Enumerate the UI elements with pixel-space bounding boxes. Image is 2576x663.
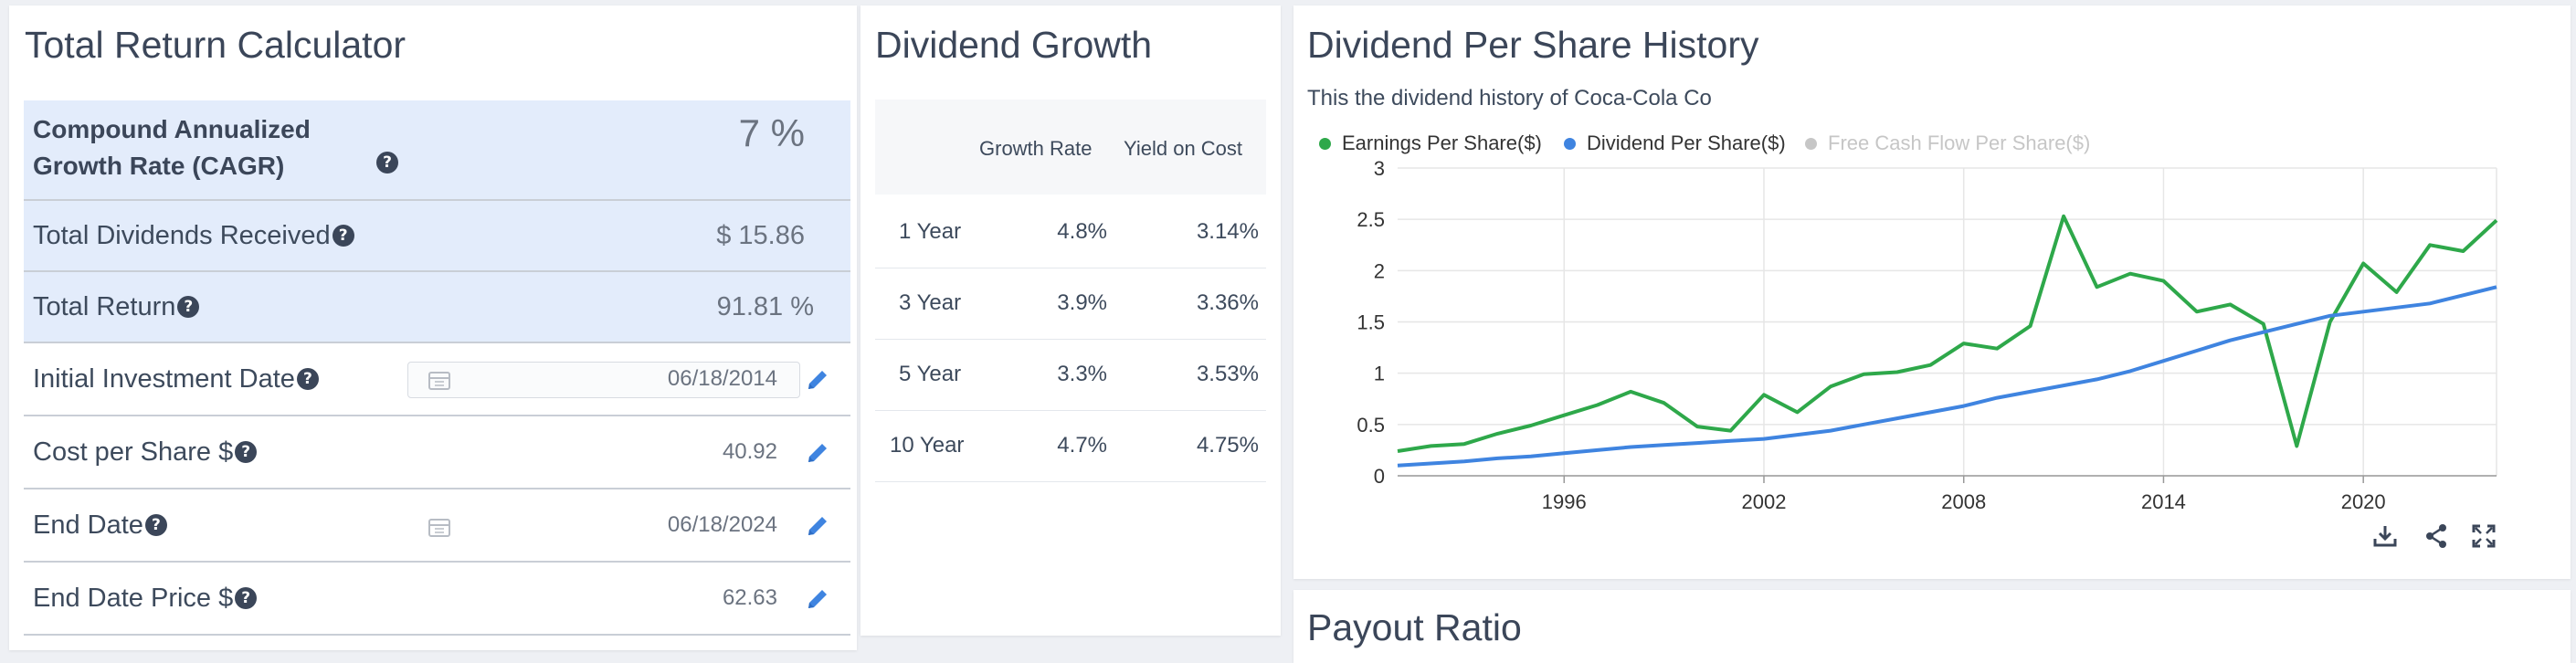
calculator-title: Total Return Calculator [25,24,406,66]
end-price-help-icon[interactable]: ? [235,587,258,609]
initial-date-input[interactable] [407,362,800,398]
legend-item-fcf[interactable]: Free Cash Flow Per Share($) [1805,132,2090,155]
dividend-history-panel: Dividend Per Share History This the divi… [1293,5,2571,579]
x-tick-label: 2008 [1941,490,1986,513]
rate-cell: 4.7% [1057,433,1107,458]
table-row: 1 Year 4.8% 3.14% [875,197,1266,268]
total-return-help-icon[interactable]: ? [177,296,200,318]
cagr-label: Compound Annualized Growth Rate (CAGR) [33,115,311,180]
dividend-growth-panel: Dividend Growth Growth Rate Yield on Cos… [860,5,1281,636]
legend-label: Earnings Per Share($) [1342,132,1542,154]
rate-cell: 3.3% [1057,362,1107,386]
initial-date-help-icon[interactable]: ? [296,368,319,390]
cost-per-share-value[interactable]: 40.92 [722,439,777,464]
y-tick-label: 1.5 [1357,311,1385,334]
period-cell: 1 Year [899,219,962,244]
edit-cost-pencil-icon[interactable] [805,440,830,466]
y-tick-label: 2.5 [1357,208,1385,231]
end-date-price-row: End Date Price $? 62.63 [24,563,850,636]
cost-per-share-label: Cost per Share $? [33,437,258,468]
edit-initial-date-pencil-icon[interactable] [805,367,830,393]
yield-cell: 3.36% [1196,290,1259,315]
table-row: 10 Year 4.7% 4.75% [875,411,1266,482]
legend-label: Dividend Per Share($) [1587,132,1786,154]
legend-dot [1319,137,1331,150]
legend-dot [1564,137,1576,150]
cost-per-share-row: Cost per Share $? 40.92 [24,416,850,489]
initial-date-value: 06/18/2014 [667,366,777,391]
cagr-help-icon[interactable]: ? [376,152,398,174]
legend-item-eps[interactable]: Earnings Per Share($) [1319,132,1542,155]
edit-end-price-pencil-icon[interactable] [805,586,830,612]
history-subtitle: This the dividend history of Coca-Cola C… [1307,86,1712,110]
calendar-icon[interactable] [428,370,450,390]
yield-cell: 3.14% [1196,219,1259,244]
end-date-value[interactable]: 06/18/2024 [667,512,777,537]
dividends-help-icon[interactable]: ? [332,225,354,247]
dividends-received-row: Total Dividends Received? $ 15.86 [24,201,850,272]
end-price-label: End Date Price $? [33,584,258,614]
y-tick-label: 3 [1374,157,1385,180]
end-date-help-icon[interactable]: ? [144,514,167,536]
cagr-row: Compound Annualized Growth Rate (CAGR) ?… [24,100,850,201]
x-tick-label: 2002 [1742,490,1787,513]
end-price-value[interactable]: 62.63 [722,585,777,610]
rate-cell: 3.9% [1057,290,1107,315]
x-tick-label: 2014 [2141,490,2186,513]
initial-date-label: Initial Investment Date? [33,364,319,395]
cost-help-icon[interactable]: ? [235,441,258,463]
total-return-calculator-panel: Total Return Calculator Compound Annuali… [9,5,857,650]
dividends-received-value: $ 15.86 [716,220,805,250]
edit-end-date-pencil-icon[interactable] [805,513,830,539]
x-tick-label: 1996 [1542,490,1587,513]
y-tick-label: 0.5 [1357,414,1385,437]
initial-investment-date-row: Initial Investment Date? 06/18/2014 [24,343,850,416]
y-tick-label: 2 [1374,259,1385,282]
calendar-icon[interactable] [428,517,450,537]
period-cell: 3 Year [899,290,962,315]
growth-title: Dividend Growth [875,24,1153,66]
legend-dot [1805,137,1817,150]
dividend-history-chart: 0 0.5 1 1.5 2 2.5 3 1996 2002 2008 2014 2020 [1357,157,2498,513]
period-cell: 10 Year [890,433,965,458]
period-cell: 5 Year [899,362,962,386]
legend-label: Free Cash Flow Per Share($) [1828,132,2091,154]
x-tick-label: 2020 [2341,490,2386,513]
table-row: 5 Year 3.3% 3.53% [875,340,1266,411]
table-row: 3 Year 3.9% 3.36% [875,268,1266,340]
payout-ratio-panel: Payout Ratio [1293,590,2571,663]
history-title: Dividend Per Share History [1307,24,1759,66]
share-icon[interactable] [2423,522,2450,550]
dividend-series-line [1397,285,2497,468]
total-return-value: 91.81 % [716,291,814,321]
growth-rate-header: Growth Rate [979,137,1093,160]
yield-on-cost-header: Yield on Cost [1124,137,1243,160]
growth-table-header [875,100,1266,195]
rate-cell: 4.8% [1057,219,1107,244]
total-return-label: Total Return? [33,292,200,322]
y-tick-label: 0 [1374,465,1385,488]
end-date-row: End Date? 06/18/2024 [24,489,850,563]
eps-series-line [1397,214,2498,453]
yield-cell: 3.53% [1196,362,1259,386]
legend-item-dividend[interactable]: Dividend Per Share($) [1564,132,1786,155]
payout-title: Payout Ratio [1307,606,1522,648]
total-return-row: Total Return? 91.81 % [24,272,850,343]
y-tick-label: 1 [1374,363,1385,385]
fullscreen-icon[interactable] [2470,522,2497,550]
growth-table: Growth Rate Yield on Cost 1 Year 4.8% 3.… [875,5,1266,636]
end-date-label: End Date? [33,510,167,541]
yield-cell: 4.75% [1196,433,1259,458]
dividends-received-label: Total Dividends Received? [33,221,354,251]
cagr-value: 7 % [738,111,805,154]
download-icon[interactable] [2371,522,2399,550]
